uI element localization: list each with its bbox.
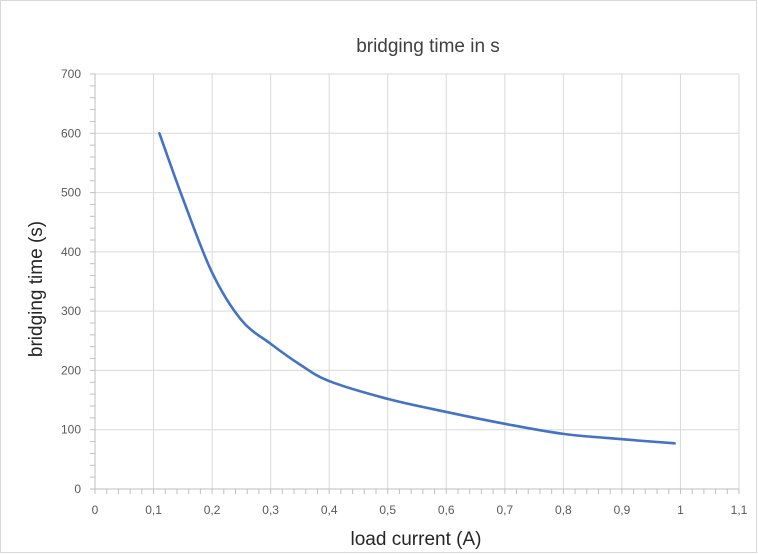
axes: [90, 73, 740, 494]
series-line: [158, 131, 676, 445]
y-tick-label: 500: [61, 186, 81, 200]
x-tick-label: 1,1: [731, 503, 748, 517]
x-tick-label: 0,4: [321, 503, 338, 517]
x-tick-label: 0,2: [204, 503, 221, 517]
series-layer: [158, 131, 676, 445]
x-tick-label: 0,5: [379, 503, 396, 517]
x-tick-label: 0,3: [262, 503, 279, 517]
y-tick-label: 700: [61, 67, 81, 81]
y-tick-label: 300: [61, 304, 81, 318]
x-tick-label: 1: [677, 503, 684, 517]
x-tick-label: 0,8: [555, 503, 572, 517]
x-tick-label: 0,6: [438, 503, 455, 517]
chart-title: bridging time in s: [356, 36, 500, 57]
y-axis-title: bridging time (s): [26, 221, 47, 357]
y-tick-label: 400: [61, 245, 81, 259]
x-axis-tick-labels: 0 0,1 0,2 0,3 0,4 0,5 0,6 0,7 0,8 0,9 1 1,1: [92, 503, 748, 517]
y-axis-tick-labels: 0 100 200 300 400 500 600 700: [61, 67, 81, 496]
x-tick-label: 0,9: [614, 503, 631, 517]
x-tick-label: 0: [92, 503, 99, 517]
x-axis-title: load current (A): [351, 529, 482, 550]
y-tick-label: 200: [61, 363, 81, 377]
y-tick-label: 100: [61, 423, 81, 437]
y-tick-label: 600: [61, 126, 81, 140]
y-tick-label: 0: [74, 482, 81, 496]
x-tick-label: 0,7: [496, 503, 513, 517]
x-tick-label: 0,1: [145, 503, 162, 517]
gridlines: [95, 73, 740, 489]
